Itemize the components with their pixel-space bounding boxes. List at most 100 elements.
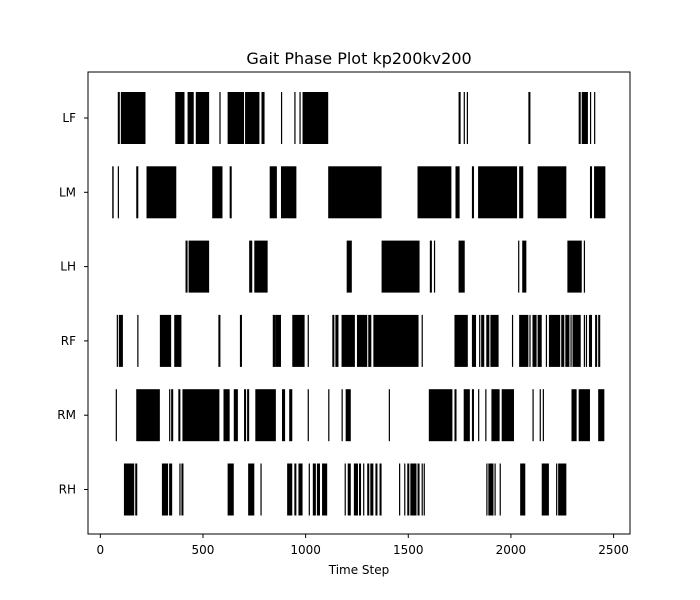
stance-segment <box>529 314 531 367</box>
x-tick-label: 1500 <box>393 543 424 557</box>
stance-segment <box>345 389 351 442</box>
stance-segment <box>353 463 358 516</box>
stance-segment <box>417 463 420 516</box>
stance-segment <box>294 92 296 144</box>
stance-segment <box>289 389 293 442</box>
stance-segment <box>169 463 173 516</box>
series-rf <box>116 314 601 367</box>
stance-segment <box>227 463 234 516</box>
stance-segment <box>244 389 247 442</box>
stance-segment <box>519 166 524 219</box>
stance-segment <box>595 314 598 367</box>
stance-segment <box>518 240 520 293</box>
stance-segment <box>344 463 346 516</box>
stance-segment <box>123 463 135 516</box>
stance-segment <box>307 389 309 442</box>
stance-segment <box>567 240 582 293</box>
stance-segment <box>308 463 310 516</box>
y-tick-label-rh: RH <box>59 483 76 497</box>
stance-segment <box>159 314 172 367</box>
stance-segment <box>316 463 320 516</box>
stance-segment <box>561 314 565 367</box>
stance-segment <box>298 463 303 516</box>
stance-segment <box>490 314 499 367</box>
stance-segment <box>481 314 485 367</box>
series-lm <box>112 166 606 219</box>
stance-segment <box>116 314 118 367</box>
stance-segment <box>433 240 436 293</box>
stance-segment <box>368 314 372 367</box>
stance-segment <box>359 463 362 516</box>
stance-segment <box>458 240 465 293</box>
stance-segment <box>511 314 514 367</box>
stance-segment <box>488 463 494 516</box>
stance-segment <box>565 314 570 367</box>
stance-segment <box>541 463 549 516</box>
stance-segment <box>581 92 588 144</box>
stance-segment <box>520 463 526 516</box>
x-tick-label: 1000 <box>290 543 321 557</box>
stance-segment <box>261 92 265 144</box>
stance-segment <box>428 389 453 442</box>
stance-segment <box>471 314 477 367</box>
stance-segment <box>367 463 370 516</box>
stance-segment <box>356 314 368 367</box>
stance-segment <box>171 389 174 442</box>
stance-segment <box>542 389 544 442</box>
x-axis: 0 500 1000 1500 2000 2500 <box>96 534 629 557</box>
stance-segment <box>556 463 558 516</box>
stance-segment <box>307 314 309 367</box>
chart-title: Gait Phase Plot kp200kv200 <box>246 49 471 68</box>
stance-segment <box>478 166 518 219</box>
stance-segment <box>572 314 581 367</box>
stance-segment <box>463 92 465 144</box>
stance-segment <box>379 463 382 516</box>
stance-segment <box>269 166 277 219</box>
stance-segment <box>227 92 245 144</box>
stance-segment <box>112 166 114 219</box>
stance-segment <box>245 92 260 144</box>
stance-segment <box>458 92 461 144</box>
stance-segment <box>594 166 606 219</box>
y-tick-label-lf: LF <box>62 111 76 125</box>
stance-segment <box>583 314 586 367</box>
stance-segment <box>588 314 593 367</box>
stance-segment <box>381 240 420 293</box>
stance-segment <box>404 463 406 516</box>
stance-segment <box>115 389 117 442</box>
stance-segment <box>370 463 374 516</box>
stance-segment <box>179 463 181 516</box>
stance-segment <box>175 92 185 144</box>
stance-segment <box>341 314 355 367</box>
stance-segment <box>282 389 286 442</box>
stance-segment <box>118 314 123 367</box>
stance-segment <box>328 166 382 219</box>
stance-segment <box>185 240 188 293</box>
y-tick-label-lh: LH <box>60 260 76 274</box>
stance-segment <box>335 314 339 367</box>
stance-segment <box>583 240 586 293</box>
stance-segment <box>280 92 283 144</box>
stance-segment <box>463 389 470 442</box>
stance-segment <box>302 92 329 144</box>
y-tick-label-lm: LM <box>59 185 76 199</box>
x-axis-label: Time Step <box>328 563 390 577</box>
stance-segment <box>218 314 221 367</box>
x-tick-label: 2500 <box>598 543 629 557</box>
stance-segment <box>135 463 138 516</box>
stance-segment <box>466 92 468 144</box>
stance-segment <box>499 463 501 516</box>
stance-segment <box>363 463 365 516</box>
stance-segment <box>187 92 194 144</box>
stance-segment <box>174 314 182 367</box>
stance-segment <box>260 463 262 516</box>
stance-segment <box>479 314 481 367</box>
stance-segment <box>341 389 343 442</box>
stance-segment <box>478 389 480 442</box>
stance-segment <box>181 463 184 516</box>
x-tick-label: 2000 <box>496 543 527 557</box>
stance-segment <box>578 389 590 442</box>
stance-segment <box>294 463 297 516</box>
stance-segment <box>117 92 120 144</box>
plot-frame <box>87 71 631 535</box>
